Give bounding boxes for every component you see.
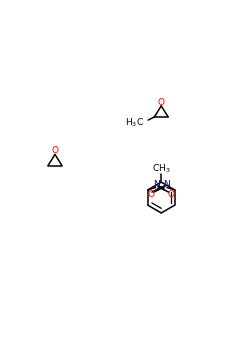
Text: CH$_3$: CH$_3$: [152, 163, 171, 175]
Text: H$_3$C: H$_3$C: [124, 116, 144, 129]
Text: O: O: [158, 98, 165, 107]
Text: O: O: [52, 146, 59, 155]
Text: N: N: [163, 180, 170, 189]
Text: O: O: [168, 190, 174, 199]
Text: N: N: [153, 180, 160, 189]
Text: O: O: [148, 190, 155, 199]
